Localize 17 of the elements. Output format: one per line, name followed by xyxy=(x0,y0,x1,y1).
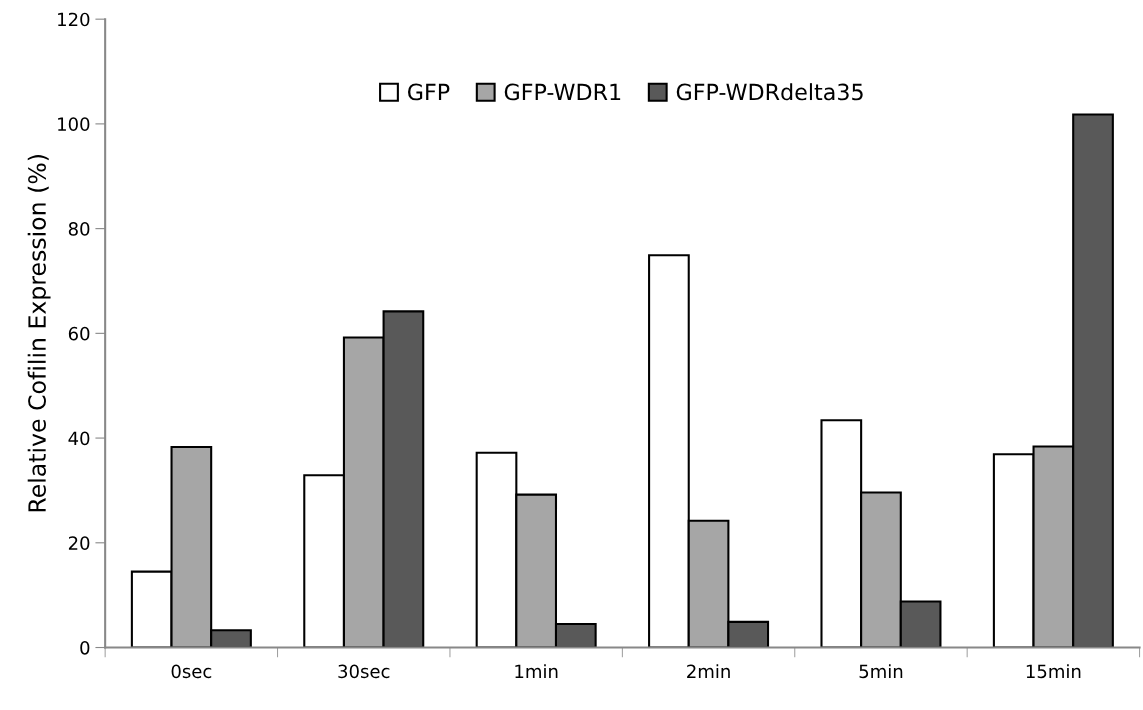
y-tick-label: 20 xyxy=(68,536,90,550)
x-tick-label: 2min xyxy=(687,664,730,678)
x-tick-label: 5min xyxy=(859,664,903,679)
y-tick-label: 100 xyxy=(58,117,90,132)
y-tick-label: 80 xyxy=(68,222,90,236)
y-tick-label: 60 xyxy=(68,326,90,341)
y-axis-title: Relative Cofilin Expression (%) xyxy=(27,155,51,512)
legend-label: GFP-WDR1 xyxy=(504,83,621,101)
x-tick-label: 15min xyxy=(1026,664,1081,679)
y-tick-label: 120 xyxy=(58,12,90,27)
y-tick-label: 40 xyxy=(68,431,90,446)
x-tick-label: 1min xyxy=(515,664,558,678)
legend-label: GFP xyxy=(408,83,450,101)
x-tick-label: 0sec xyxy=(171,664,212,679)
y-tick-label: 0 xyxy=(80,640,90,655)
x-tick-label: 30sec xyxy=(338,664,390,679)
legend-label: GFP-WDRdelta35 xyxy=(676,83,863,101)
